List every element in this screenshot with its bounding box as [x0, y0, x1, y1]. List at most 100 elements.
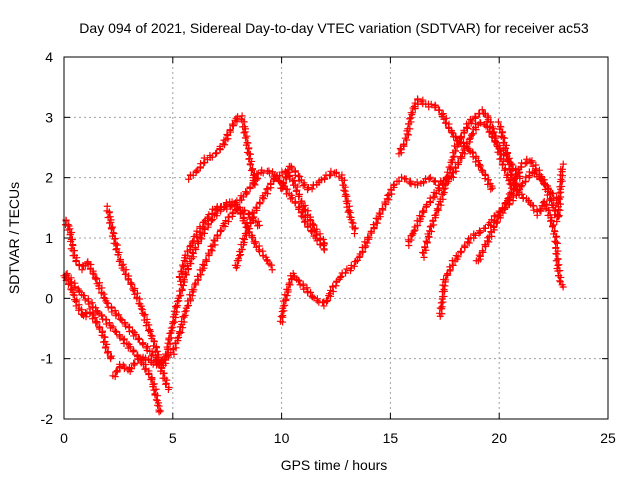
data-point	[85, 300, 93, 308]
data-point	[247, 219, 255, 227]
data-point	[548, 216, 556, 224]
data-point	[190, 286, 198, 294]
data-point	[418, 213, 426, 221]
data-point	[208, 205, 216, 213]
data-point	[242, 134, 250, 142]
data-point	[528, 157, 536, 165]
data-point	[112, 368, 120, 376]
series-sat-c	[62, 269, 165, 416]
data-point	[155, 408, 163, 416]
data-point	[192, 231, 200, 239]
data-point	[92, 275, 100, 283]
data-point	[153, 347, 161, 355]
data-point	[221, 141, 229, 149]
data-point	[519, 194, 527, 202]
data-point	[470, 230, 478, 238]
y-tick-label: 2	[45, 170, 53, 186]
data-point	[147, 331, 155, 339]
data-point	[162, 350, 170, 358]
data-point	[108, 308, 116, 316]
data-point	[410, 227, 418, 235]
data-point	[323, 296, 331, 304]
data-point	[130, 287, 138, 295]
data-point	[447, 128, 455, 136]
data-point	[162, 380, 170, 388]
x-tick-labels: 0 5 10 15 20 25	[60, 430, 616, 446]
grid-lines	[64, 57, 608, 419]
data-point	[135, 335, 143, 343]
data-point	[135, 355, 143, 363]
series-sat-k	[276, 173, 450, 326]
data-point	[212, 150, 220, 158]
data-point	[69, 241, 77, 249]
x-tick-label: 15	[383, 430, 399, 446]
data-point	[108, 225, 116, 233]
data-point	[240, 213, 248, 221]
data-point	[116, 360, 124, 368]
data-point	[475, 251, 483, 259]
data-point	[350, 230, 358, 238]
data-point	[552, 257, 560, 265]
data-point	[464, 124, 472, 132]
data-point	[197, 271, 205, 279]
data-point	[464, 238, 472, 246]
data-point	[406, 125, 414, 133]
data-point	[152, 344, 160, 352]
series-sat-n	[419, 106, 518, 261]
data-point	[233, 118, 241, 126]
data-point	[525, 196, 533, 204]
data-point	[199, 260, 207, 268]
data-point	[556, 277, 564, 285]
data-point	[90, 270, 98, 278]
data-point	[327, 167, 335, 175]
data-point	[401, 134, 409, 142]
data-point	[224, 132, 232, 140]
data-point	[106, 213, 114, 221]
series-sat-l	[395, 95, 496, 193]
data-point	[425, 233, 433, 241]
data-point	[491, 134, 499, 142]
data-point	[488, 184, 496, 192]
data-point	[545, 207, 553, 215]
data-point	[507, 160, 515, 168]
data-point	[326, 172, 334, 180]
data-point	[373, 219, 381, 227]
data-point	[89, 269, 97, 277]
data-point	[448, 129, 456, 137]
data-point	[505, 154, 513, 162]
data-point	[492, 218, 500, 226]
data-point	[489, 125, 497, 133]
data-point	[287, 195, 295, 203]
data-point	[312, 228, 320, 236]
x-tick-label: 25	[600, 430, 616, 446]
data-point	[552, 250, 560, 258]
data-point	[80, 292, 88, 300]
data-point	[248, 166, 256, 174]
data-point	[226, 126, 234, 134]
data-point	[291, 171, 299, 179]
data-point	[177, 268, 185, 276]
data-point	[186, 243, 194, 251]
data-point	[163, 343, 171, 351]
data-point	[284, 166, 292, 174]
data-point	[229, 210, 237, 218]
data-point	[457, 153, 465, 161]
data-point	[128, 365, 136, 373]
data-point	[342, 269, 350, 277]
data-point	[476, 227, 484, 235]
data-point	[113, 245, 121, 253]
data-point	[154, 360, 162, 368]
y-tick-label: 0	[45, 290, 53, 306]
data-point	[407, 180, 415, 188]
data-point	[499, 160, 507, 168]
data-point	[147, 375, 155, 383]
data-point	[384, 191, 392, 199]
data-point	[490, 128, 498, 136]
data-point	[466, 134, 474, 142]
data-point	[553, 232, 561, 240]
data-point	[152, 385, 160, 393]
data-point	[175, 333, 183, 341]
data-point	[182, 269, 190, 277]
data-point	[197, 160, 205, 168]
